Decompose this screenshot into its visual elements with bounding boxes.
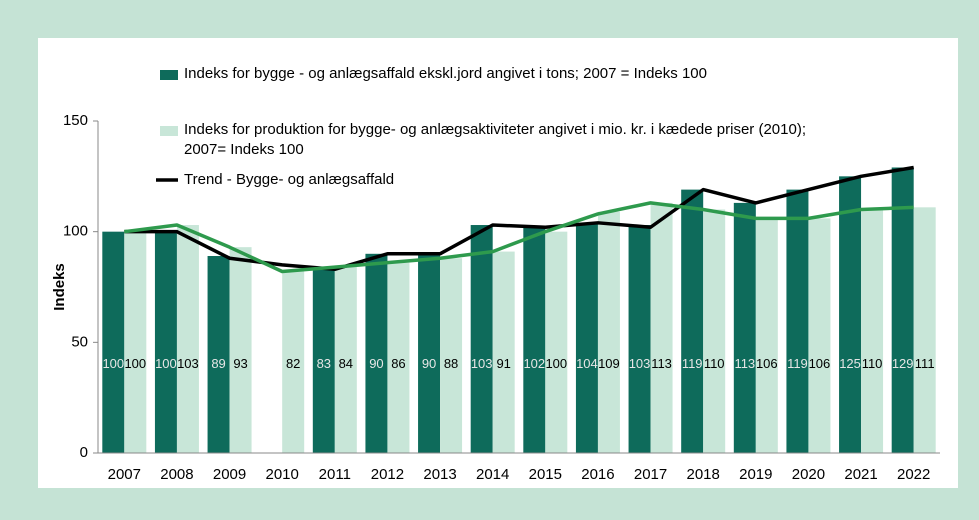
value-label: 125 xyxy=(839,356,861,371)
bar xyxy=(733,202,756,453)
bar xyxy=(808,218,831,453)
x-tick-label: 2016 xyxy=(581,466,614,483)
line xyxy=(124,201,914,274)
bar xyxy=(207,256,230,453)
bar xyxy=(839,176,862,454)
bar xyxy=(387,262,410,453)
x-tick-label: 2012 xyxy=(371,466,404,483)
bar xyxy=(334,267,357,453)
y-tick-label: 50 xyxy=(71,333,88,350)
legend-label: Trend - Bygge- og anlægsaffald xyxy=(184,171,395,188)
value-label: 111 xyxy=(915,356,935,371)
y-tick-label: 100 xyxy=(63,223,88,240)
value-label: 100 xyxy=(155,356,177,371)
bar xyxy=(703,209,726,453)
bar xyxy=(913,207,936,453)
bar xyxy=(282,271,305,453)
bar xyxy=(597,211,620,453)
bar xyxy=(650,202,673,453)
bar xyxy=(786,189,809,453)
x-tick-label: 2014 xyxy=(476,466,509,483)
value-label: 113 xyxy=(651,356,672,371)
bar xyxy=(575,222,598,453)
bar xyxy=(891,167,914,454)
x-tick-label: 2021 xyxy=(844,466,877,483)
value-label: 109 xyxy=(598,356,620,371)
x-tick-label: 2013 xyxy=(423,466,456,483)
value-label: 104 xyxy=(576,356,598,371)
bar xyxy=(492,251,515,453)
bar xyxy=(440,258,463,453)
value-label: 106 xyxy=(756,356,778,371)
y-axis-label: Indeks xyxy=(51,263,68,311)
value-label: 103 xyxy=(629,356,651,371)
bar xyxy=(176,225,199,453)
value-label: 83 xyxy=(317,356,331,371)
x-tick-label: 2022 xyxy=(897,466,930,483)
x-tick-label: 2011 xyxy=(319,466,351,483)
value-label: 82 xyxy=(286,356,300,371)
value-label: 100 xyxy=(545,356,567,371)
bar xyxy=(102,231,125,453)
bar xyxy=(755,218,778,453)
legend-swatch xyxy=(160,126,178,136)
x-tick-label: 2018 xyxy=(687,466,720,483)
value-label: 90 xyxy=(369,356,383,371)
x-tick-label: 2015 xyxy=(529,466,562,483)
bar xyxy=(365,253,388,453)
bar xyxy=(861,209,884,453)
bar xyxy=(418,253,441,453)
x-tick-label: 2019 xyxy=(739,466,772,483)
x-tick-label: 2009 xyxy=(213,466,246,483)
value-label: 91 xyxy=(496,356,510,371)
value-label: 106 xyxy=(809,356,831,371)
value-label: 119 xyxy=(682,356,703,371)
bar xyxy=(470,225,493,453)
y-tick-label: 150 xyxy=(63,112,88,129)
value-label: 84 xyxy=(339,356,353,371)
bar xyxy=(628,225,651,453)
bar xyxy=(124,231,147,453)
bar xyxy=(681,189,704,453)
value-label: 110 xyxy=(862,356,883,371)
value-label: 103 xyxy=(177,356,199,371)
bar xyxy=(545,231,568,453)
x-tick-label: 2017 xyxy=(634,466,667,483)
value-label: 119 xyxy=(787,356,808,371)
legend-swatch xyxy=(160,70,178,80)
value-label: 86 xyxy=(391,356,405,371)
value-label: 110 xyxy=(704,356,725,371)
x-tick-label: 2020 xyxy=(792,466,825,483)
line xyxy=(124,165,914,272)
bar xyxy=(312,269,335,453)
x-tick-label: 2007 xyxy=(108,466,141,483)
value-label: 103 xyxy=(471,356,493,371)
bar xyxy=(523,227,546,453)
legend-label: Indeks for produktion for bygge- og anlæ… xyxy=(184,121,806,158)
value-label: 89 xyxy=(211,356,225,371)
value-label: 90 xyxy=(422,356,436,371)
value-label: 113 xyxy=(734,356,755,371)
bar xyxy=(154,231,177,453)
y-tick-label: 0 xyxy=(80,444,88,461)
value-label: 102 xyxy=(523,356,545,371)
x-tick-label: 2010 xyxy=(266,466,299,483)
x-tick-label: 2008 xyxy=(160,466,193,483)
legend-label: Indeks for bygge - og anlægsaffald ekskl… xyxy=(184,65,707,82)
value-label: 88 xyxy=(444,356,458,371)
value-label: 100 xyxy=(124,356,146,371)
value-label: 93 xyxy=(233,356,247,371)
value-label: 100 xyxy=(102,356,124,371)
bar xyxy=(229,247,252,453)
value-label: 129 xyxy=(892,356,914,371)
